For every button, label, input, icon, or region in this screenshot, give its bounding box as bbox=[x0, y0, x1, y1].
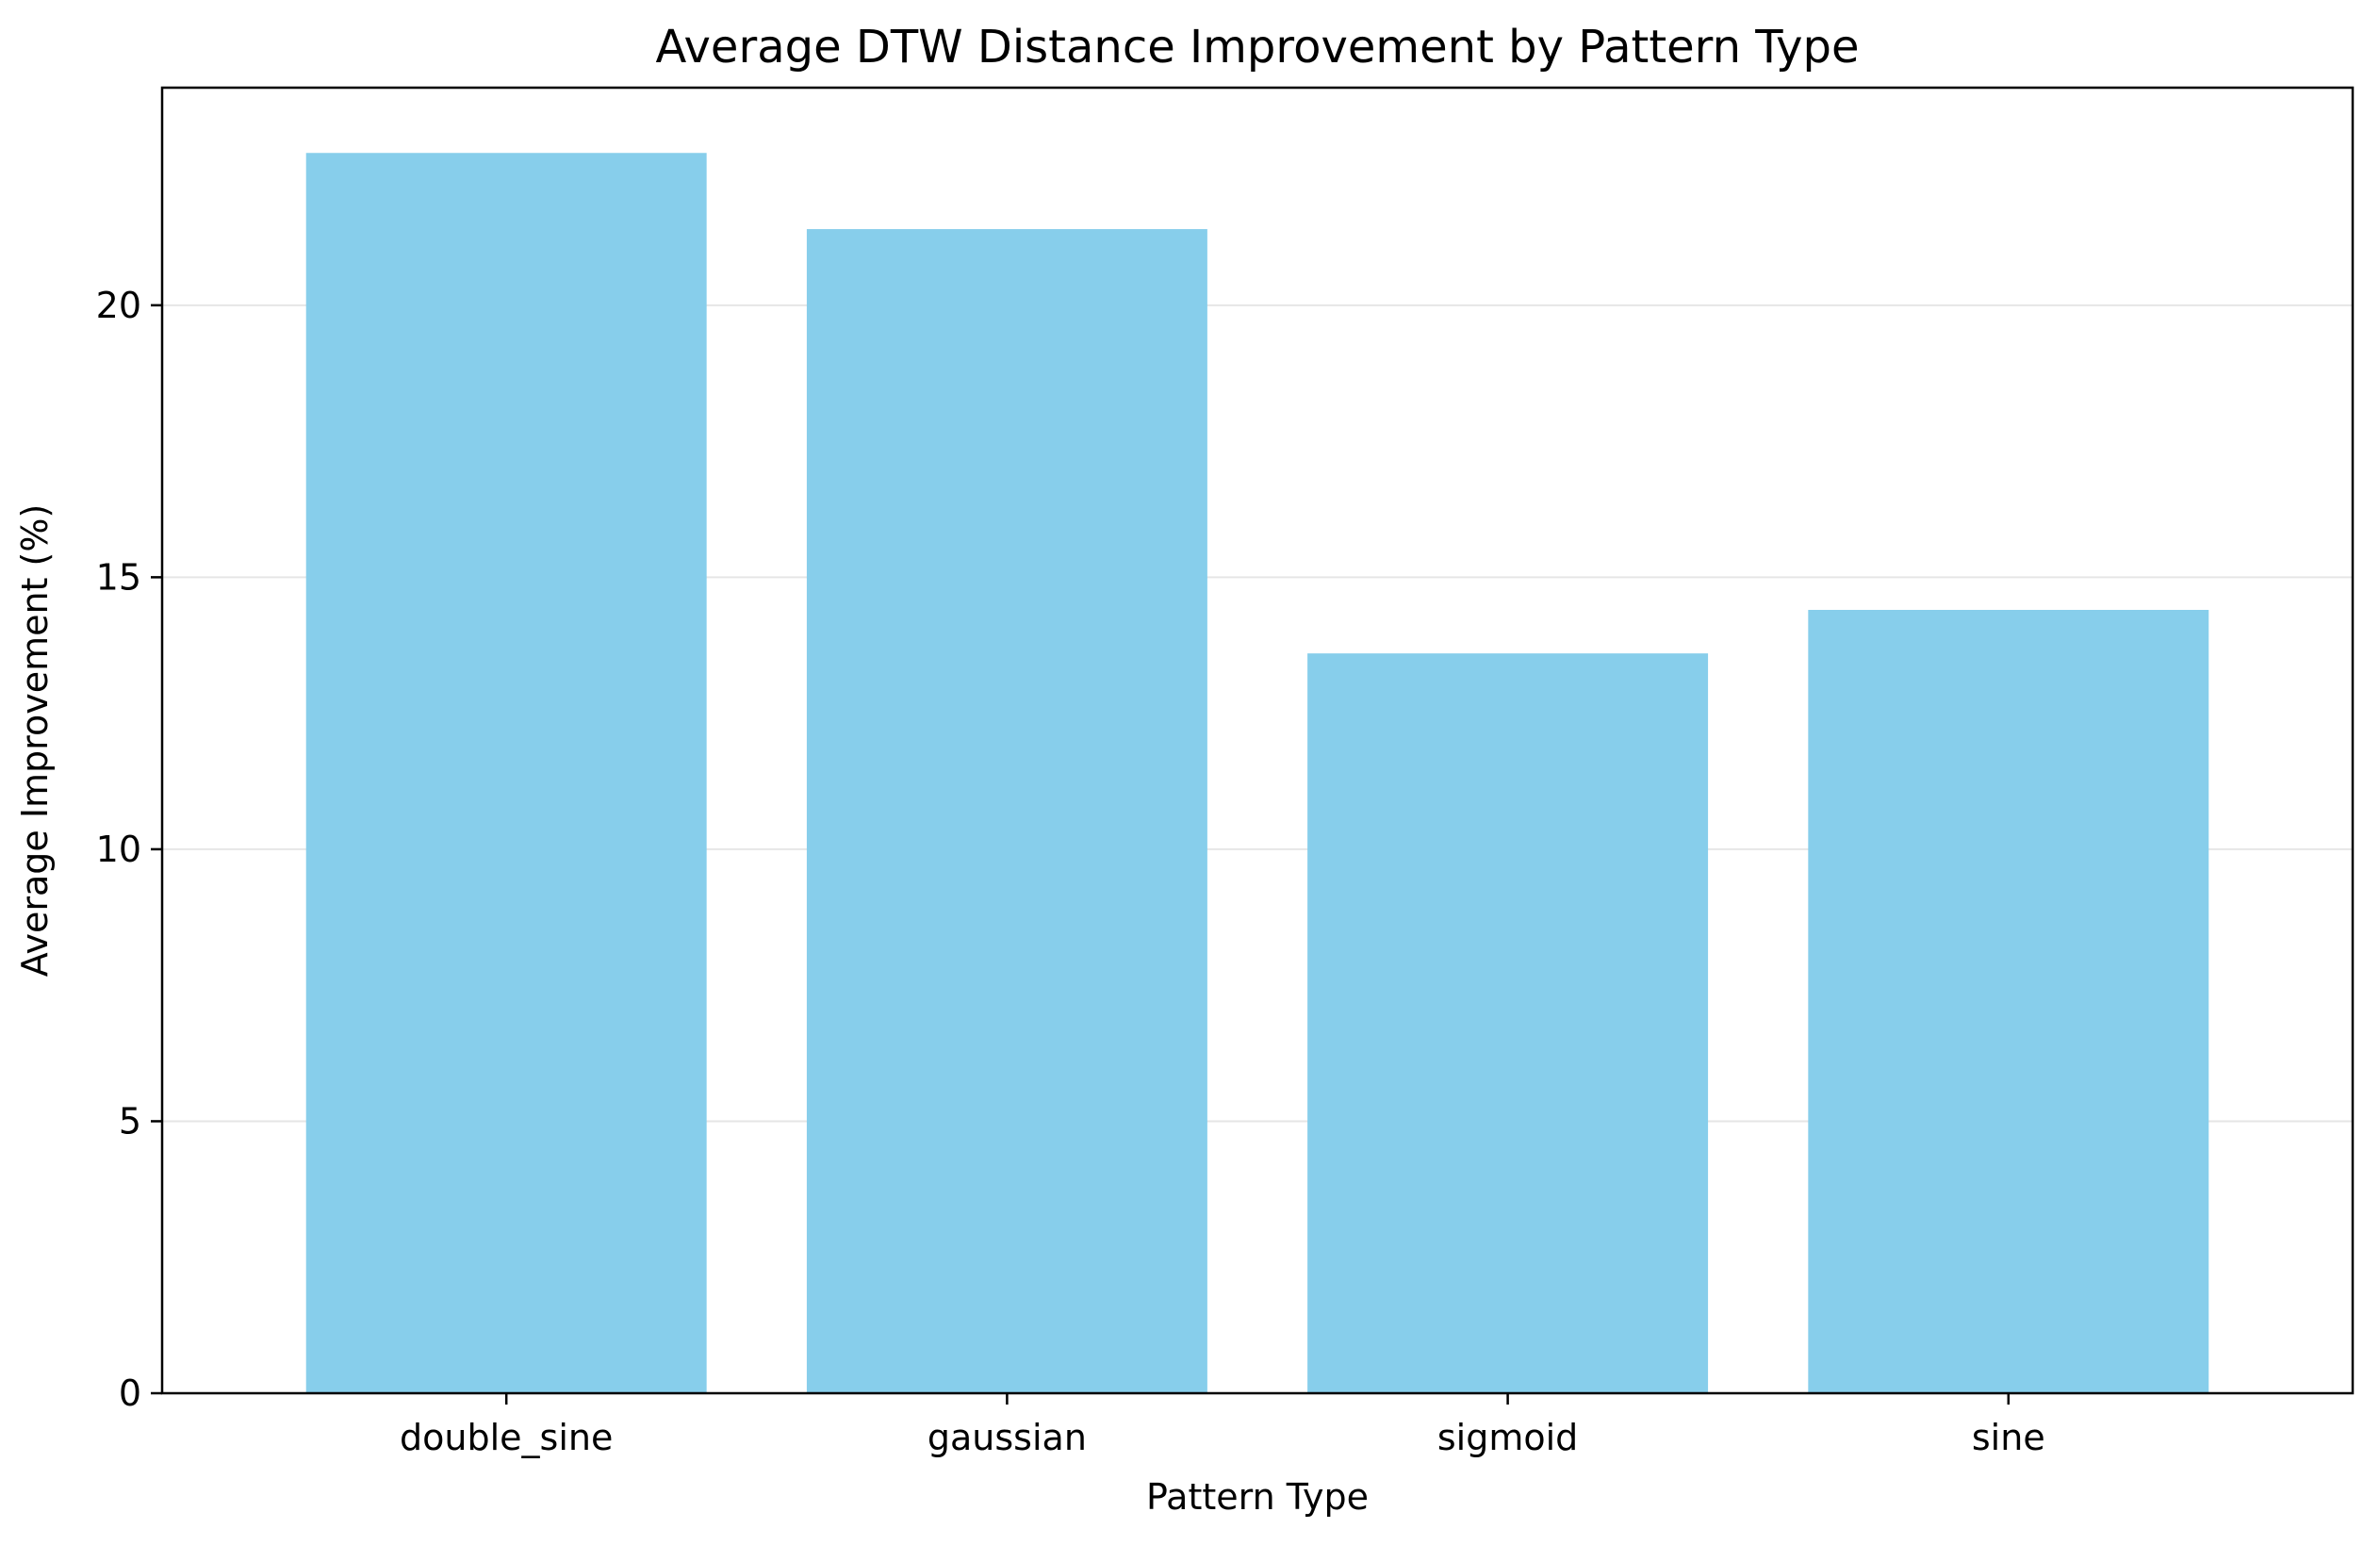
bar-sigmoid bbox=[1307, 653, 1709, 1393]
y-tick-label: 20 bbox=[96, 285, 141, 326]
x-tick-label: gaussian bbox=[927, 1417, 1087, 1458]
x-tick-label: double_sine bbox=[400, 1417, 613, 1458]
bars-layer bbox=[305, 153, 2209, 1394]
x-tick-label: sine bbox=[1972, 1417, 2045, 1458]
chart-title: Average DTW Distance Improvement by Patt… bbox=[656, 21, 1860, 74]
y-tick-label: 0 bbox=[119, 1372, 141, 1414]
y-axis-ticks: 0 5 10 15 20 bbox=[96, 285, 162, 1414]
plot-frame bbox=[160, 86, 2355, 1395]
y-tick-label: 5 bbox=[119, 1100, 141, 1142]
y-tick-label: 10 bbox=[96, 829, 141, 870]
y-tick-label: 15 bbox=[96, 556, 141, 598]
x-tick-label: sigmoid bbox=[1437, 1417, 1578, 1458]
bar-sine bbox=[1808, 610, 2209, 1393]
x-axis-label: Pattern Type bbox=[1146, 1476, 1369, 1518]
bar-double-sine bbox=[305, 153, 707, 1393]
y-axis-label: Average Improvement (%) bbox=[14, 504, 56, 978]
bar-gaussian bbox=[806, 229, 1207, 1394]
x-axis-ticks: double_sine gaussian sigmoid sine bbox=[400, 1393, 2045, 1458]
